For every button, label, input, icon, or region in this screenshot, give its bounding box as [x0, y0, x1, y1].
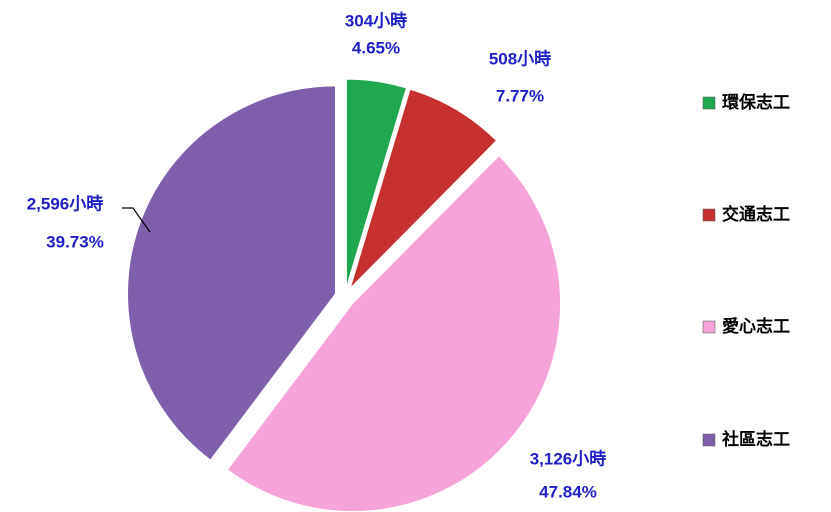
legend-swatch — [702, 320, 716, 334]
pie-slice — [127, 85, 337, 461]
legend-label: 環保志工 — [722, 92, 790, 113]
legend-label: 交通志工 — [722, 204, 790, 225]
percent-label: 47.84% — [539, 482, 597, 501]
legend-label: 社區志工 — [721, 429, 790, 450]
legend-label: 愛心志工 — [722, 316, 790, 337]
legend-swatch — [702, 208, 716, 222]
pie-slice — [226, 155, 562, 512]
data-label: 2,596小時 — [27, 193, 104, 213]
percent-label: 39.73% — [46, 232, 104, 251]
percent-label: 7.77% — [496, 86, 544, 105]
data-label: 3,126小時 — [530, 448, 607, 468]
pie-slice — [345, 78, 408, 288]
leader-line — [122, 207, 151, 233]
percent-label: 4.65% — [352, 38, 400, 57]
data-label: 304小時 — [345, 10, 407, 30]
data-label: 508小時 — [489, 48, 551, 68]
legend-swatch — [702, 96, 716, 110]
legend-swatch — [702, 433, 716, 447]
pie-slice — [349, 88, 498, 289]
